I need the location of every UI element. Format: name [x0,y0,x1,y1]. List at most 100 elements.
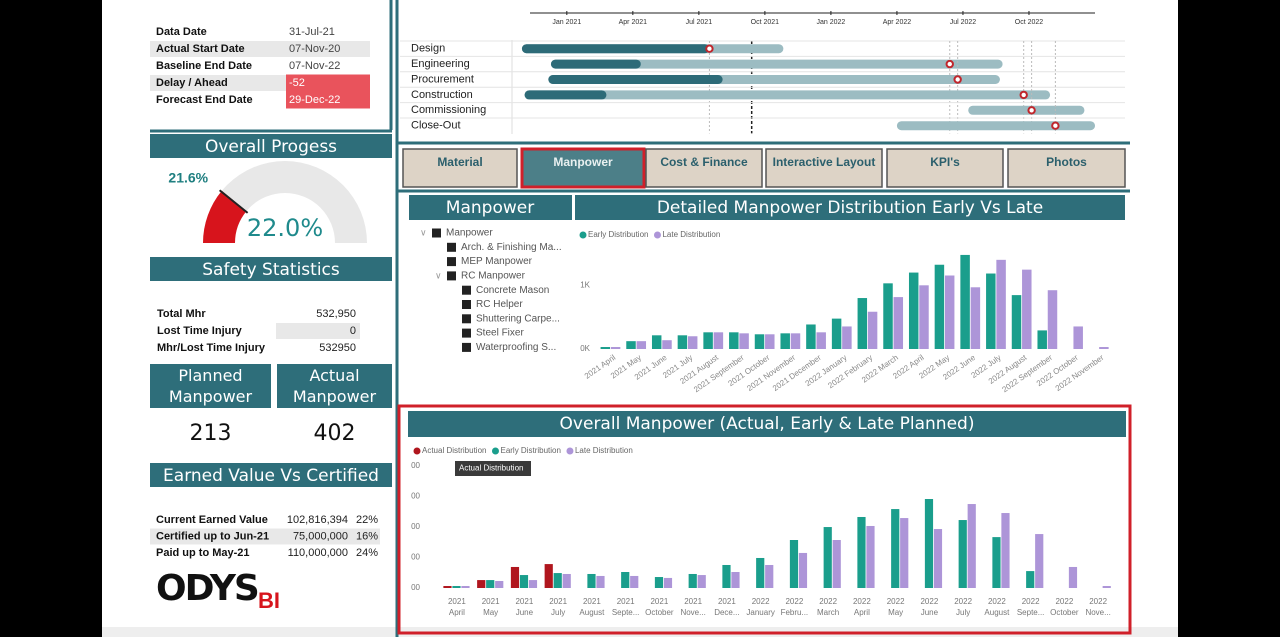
bar [883,283,893,349]
tab-label[interactable]: Material [437,155,482,169]
bar [798,552,808,588]
tree-checkbox[interactable] [462,342,471,352]
kpi-card: Planned Manpower [150,364,271,408]
bar [677,335,688,349]
legend-swatch [579,231,587,239]
bar [842,326,852,349]
x-tick-label: 2021 [448,597,466,606]
tree-checkbox[interactable] [462,328,471,338]
bar [970,287,981,349]
bar [1001,513,1010,588]
bar [510,566,520,588]
kpi-card: Actual Manpower [277,364,392,408]
tab[interactable] [886,148,1004,188]
task-label: Commissioning [411,104,486,116]
bar [703,332,713,349]
section-header [150,463,392,487]
bar [621,572,630,588]
safety-value: 0 [350,325,356,337]
tab-label[interactable]: Manpower [553,155,613,169]
safety-value: 532,950 [316,308,356,320]
focus-highlight [397,404,1132,635]
x-tick-label: Septe... [612,608,640,617]
x-tick-label: June [516,608,534,617]
y-tick-label: 00 [411,583,420,592]
tab-label[interactable]: KPI's [930,155,960,169]
tree-checkbox[interactable] [462,300,471,309]
tree-label[interactable]: Arch. & Finishing Ma... [461,242,562,253]
tree-checkbox[interactable] [432,228,441,238]
tree-checkbox[interactable] [447,271,456,281]
x-tick-label: 2021 [583,597,601,606]
tab[interactable] [520,147,646,189]
tree-label[interactable]: RC Manpower [461,271,526,282]
x-tick-label: Febru... [781,608,809,617]
x-tick-label: 2021 [482,597,500,606]
x-tick-label: Apr 2022 [883,19,912,26]
x-tick-label: 2021 [617,597,635,606]
task-bar [524,90,1051,100]
tab[interactable] [765,148,883,188]
section-header [150,134,392,158]
bar [562,573,571,588]
tree-label[interactable]: Concrete Mason [476,285,549,296]
bar [688,573,697,588]
logo: ODYS [156,568,258,609]
x-tick-label: 2022 [954,597,972,606]
gauge-marker [218,189,249,214]
bar [934,264,945,349]
tab[interactable] [645,148,763,188]
tree-label[interactable]: RC Helper [476,299,523,310]
slicer-title: Manpower [446,198,534,218]
bar [1011,295,1022,349]
tree-label[interactable]: Shuttering Carpe... [476,313,560,324]
tree-label[interactable]: Steel Fixer [476,328,524,339]
tab[interactable] [402,148,518,188]
tab-label[interactable]: Interactive Layout [773,155,876,169]
x-tick-label: 2022 [752,597,770,606]
x-tick-label: Oct 2022 [1015,19,1044,26]
tab[interactable] [1007,148,1126,188]
x-tick-label: January [746,608,774,617]
baseline-marker [953,75,962,84]
tab-label[interactable]: Photos [1046,155,1087,169]
bar [553,573,562,588]
legend-swatch [413,447,421,455]
tree-label[interactable]: Waterproofing S... [476,342,556,353]
x-tick-label: 2021 [549,597,567,606]
tree-checkbox[interactable] [462,314,471,324]
task-progress [550,59,641,69]
bar [477,580,486,588]
bar [697,575,706,588]
tab-label[interactable]: Cost & Finance [660,155,748,169]
bar [1022,269,1032,349]
tree-label[interactable]: MEP Manpower [461,256,533,267]
bar [1068,566,1078,588]
tree-checkbox[interactable] [447,257,456,267]
bar [443,586,452,588]
x-tick-label: October [1050,608,1079,617]
x-tick-label: Jul 2021 [686,19,713,26]
task-bar [896,121,1095,131]
bar [967,504,976,588]
info-value: 07-Nov-20 [289,43,340,55]
task-progress [548,75,723,84]
chart-header [575,195,1125,220]
tree-checkbox[interactable] [447,242,456,252]
bar [596,575,605,588]
info-value: 29-Dec-22 [289,94,340,106]
x-tick-label: May [888,608,903,617]
ev-label: Current Earned Value [156,514,268,526]
bar [924,499,934,588]
row-background [150,41,370,57]
task-bar [550,59,1003,69]
bar [630,575,639,588]
tree-label[interactable]: Manpower [446,228,493,239]
tree-checkbox[interactable] [462,285,471,295]
x-tick-label: 2022 [1055,597,1073,606]
bar [528,580,538,588]
x-tick-label: June [921,608,939,617]
ev-label: Paid up to May-21 [156,547,250,559]
